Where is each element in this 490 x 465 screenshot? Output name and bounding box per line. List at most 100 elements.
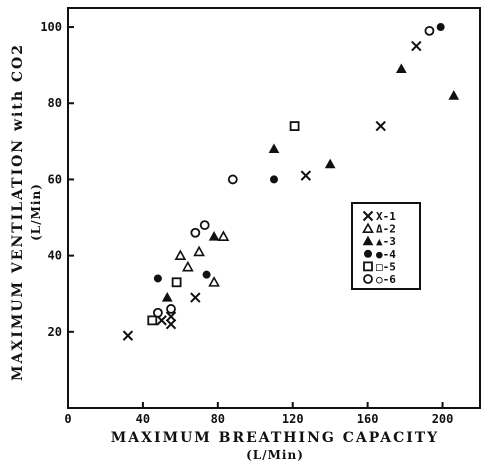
legend-marker-2 xyxy=(362,222,374,233)
legend: X-1Δ-2▲-3●-4□-5○-6 xyxy=(351,202,421,290)
marker-shape xyxy=(448,90,460,100)
legend-box xyxy=(351,202,421,290)
marker-stroke xyxy=(411,40,422,52)
legend-label-3: ▲-3 xyxy=(376,235,396,248)
marker-stroke xyxy=(156,315,167,326)
data-point-series-4 xyxy=(270,175,278,184)
plot-frame xyxy=(67,7,481,409)
marker-shape xyxy=(364,249,372,258)
y-tick-label: 40 xyxy=(48,249,62,263)
marker-stroke xyxy=(190,292,201,303)
data-point-series-3 xyxy=(324,158,336,169)
data-point-series-3 xyxy=(448,90,460,100)
marker-shape xyxy=(270,175,278,184)
marker-shape xyxy=(324,158,336,169)
marker-shape xyxy=(217,230,230,241)
marker-stroke xyxy=(362,210,374,222)
marker-shape xyxy=(190,227,201,238)
y-tick-label: 100 xyxy=(40,20,62,34)
data-point-series-1 xyxy=(165,311,177,322)
y-tick-label: 60 xyxy=(48,172,62,186)
data-point-series-5 xyxy=(147,315,158,326)
data-point-series-1 xyxy=(122,330,134,341)
data-point-series-4 xyxy=(436,23,445,32)
data-point-series-2 xyxy=(174,249,187,261)
data-point-series-5 xyxy=(289,121,300,131)
y-tick-label: 20 xyxy=(48,325,62,339)
data-point-series-1 xyxy=(190,292,201,303)
marker-shape xyxy=(208,276,220,287)
data-point-series-2 xyxy=(208,276,220,287)
y-tick-label: 80 xyxy=(48,96,62,110)
marker-shape xyxy=(174,249,187,261)
data-point-series-6 xyxy=(166,304,176,314)
legend-marker-6 xyxy=(363,274,373,284)
x-tick-label: 40 xyxy=(136,412,150,426)
marker-stroke xyxy=(122,330,134,341)
data-point-series-4 xyxy=(153,274,162,283)
x-axis-title: MAXIMUM BREATHING CAPACITY xyxy=(111,430,439,446)
data-point-series-1 xyxy=(165,318,177,330)
x-tick-label: 200 xyxy=(432,412,454,426)
marker-shape xyxy=(362,235,374,246)
data-point-series-3 xyxy=(268,143,280,154)
marker-shape xyxy=(268,143,280,154)
data-point-series-6 xyxy=(424,25,435,36)
legend-label-1: X-1 xyxy=(376,210,396,223)
marker-shape xyxy=(436,23,445,32)
x-tick-label: 160 xyxy=(357,412,379,426)
data-point-series-6 xyxy=(152,307,163,318)
marker-stroke xyxy=(375,120,386,132)
x-tick-label: 80 xyxy=(211,412,225,426)
axis-ticks: 0 40 80 120 160 200 20 40 60 80 100 xyxy=(40,20,453,426)
marker-shape xyxy=(202,270,211,279)
marker-stroke xyxy=(165,318,177,330)
marker-shape xyxy=(395,63,407,74)
data-point-series-1 xyxy=(411,40,422,52)
legend-marker-1 xyxy=(362,210,374,222)
data-point-series-6 xyxy=(199,220,210,231)
data-points xyxy=(122,23,460,341)
x-axis-unit: (L/Min) xyxy=(246,448,304,462)
data-point-series-2 xyxy=(217,230,230,241)
data-point-series-3 xyxy=(161,291,173,302)
data-point-series-6 xyxy=(190,227,201,238)
data-point-series-3 xyxy=(395,63,407,74)
data-point-series-3 xyxy=(208,231,220,241)
y-axis-unit: (L/Min) xyxy=(29,183,43,241)
legend-marker-4 xyxy=(364,249,372,258)
marker-shape xyxy=(166,304,176,314)
marker-shape xyxy=(208,231,220,241)
marker-shape xyxy=(153,274,162,283)
legend-marker-5 xyxy=(363,261,373,272)
y-axis-title: MAXIMUM VENTILATION with CO2 xyxy=(10,43,26,381)
marker-shape xyxy=(147,315,158,326)
legend-items: X-1Δ-2▲-3●-4□-5○-6 xyxy=(362,210,396,286)
marker-shape xyxy=(161,291,173,302)
data-point-series-2 xyxy=(193,245,205,257)
marker-shape xyxy=(152,307,163,318)
data-point-series-5 xyxy=(171,277,182,288)
data-point-series-1 xyxy=(375,120,386,132)
x-tick-label: 120 xyxy=(282,412,304,426)
data-point-series-4 xyxy=(202,270,211,279)
legend-label-5: □-5 xyxy=(376,260,396,273)
legend-label-4: ●-4 xyxy=(376,248,396,261)
marker-shape xyxy=(424,25,435,36)
data-point-series-6 xyxy=(227,174,238,185)
legend-label-2: Δ-2 xyxy=(376,223,396,236)
marker-shape xyxy=(289,121,300,131)
plot-area xyxy=(67,7,481,409)
marker-stroke xyxy=(165,311,177,322)
marker-shape xyxy=(181,260,194,272)
x-tick-label: 0 xyxy=(64,412,71,426)
data-point-series-1 xyxy=(300,170,312,181)
marker-shape xyxy=(193,245,205,257)
data-point-series-2 xyxy=(181,260,194,272)
marker-shape xyxy=(227,174,238,185)
legend-label-6: ○-6 xyxy=(376,273,396,286)
marker-stroke xyxy=(300,170,312,181)
marker-shape xyxy=(171,277,182,288)
legend-marker-3 xyxy=(362,235,374,246)
